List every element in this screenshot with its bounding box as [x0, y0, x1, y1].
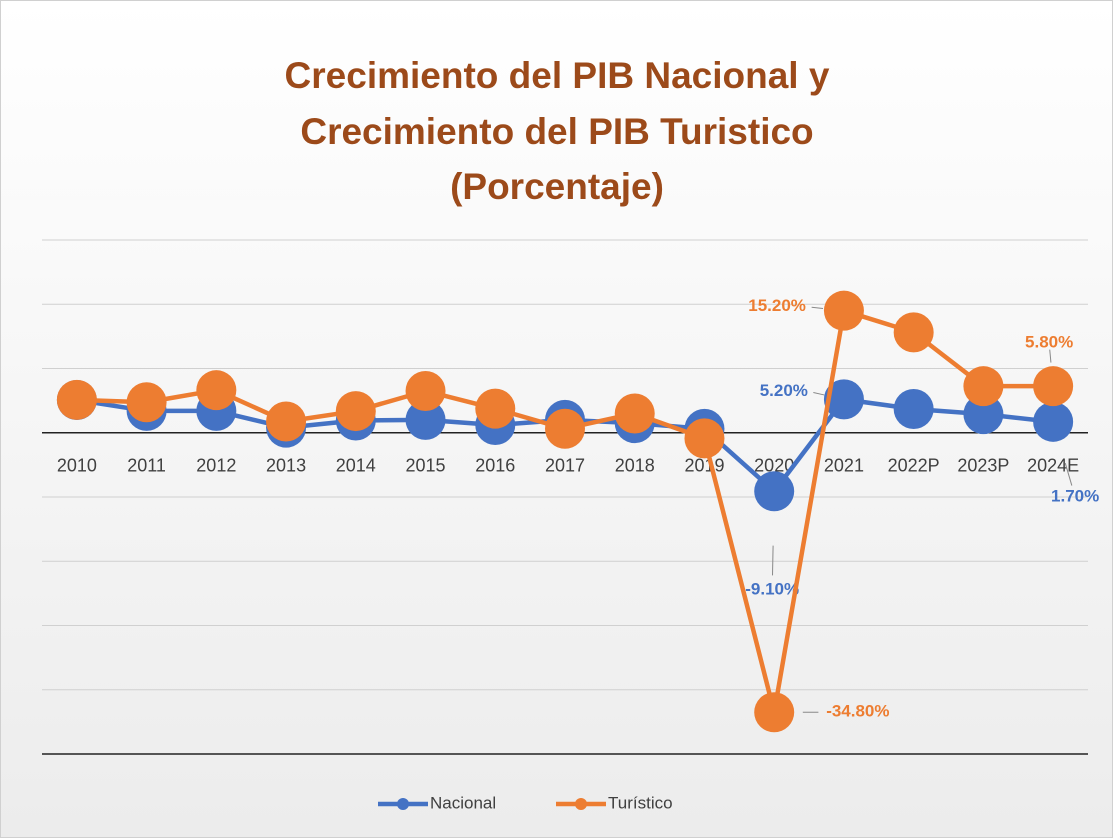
chart-title: Crecimiento del PIB Turistico	[300, 111, 813, 152]
x-tick-label: 2023P	[957, 456, 1009, 476]
x-tick-label: 2021	[824, 456, 864, 476]
marker	[1033, 366, 1074, 407]
marker	[963, 394, 1004, 435]
marker	[266, 401, 307, 442]
x-tick-label: 2013	[266, 456, 306, 476]
x-tick-label: 2022P	[888, 456, 940, 476]
x-tick-label: 2017	[545, 456, 585, 476]
value-label: 5.80%	[1025, 333, 1073, 352]
legend-label: Nacional	[430, 793, 496, 812]
x-tick-label: 2010	[57, 456, 97, 476]
value-label: 1.70%	[1051, 486, 1099, 505]
leader-line	[1049, 349, 1052, 363]
marker	[196, 370, 237, 411]
x-tick-label: 2012	[196, 456, 236, 476]
marker	[405, 370, 446, 411]
legend-label: Turístico	[608, 793, 673, 812]
marker	[893, 312, 934, 353]
x-tick-label: 2019	[684, 456, 724, 476]
x-tick-label: 2018	[615, 456, 655, 476]
x-tick-label: 2016	[475, 456, 515, 476]
marker	[56, 379, 97, 420]
marker	[823, 379, 864, 420]
x-tick-label: 2024E	[1027, 456, 1079, 476]
leader-line	[811, 306, 824, 309]
marker	[684, 418, 725, 459]
marker	[963, 366, 1004, 407]
value-label: -34.80%	[826, 702, 889, 721]
marker	[823, 290, 864, 331]
value-label: 15.20%	[748, 296, 806, 315]
marker	[405, 399, 446, 440]
leader-line	[772, 545, 774, 576]
legend-marker	[397, 798, 409, 810]
marker	[126, 382, 167, 423]
legend-marker	[575, 798, 587, 810]
marker	[754, 471, 795, 512]
marker	[614, 393, 655, 434]
marker	[335, 391, 376, 432]
chart-title: (Porcentaje)	[450, 166, 664, 207]
value-label: -9.10%	[745, 580, 799, 599]
marker	[754, 692, 795, 733]
x-tick-label: 2014	[336, 456, 376, 476]
x-tick-label: 2020	[754, 456, 794, 476]
leader-line	[813, 392, 825, 396]
marker	[1033, 401, 1074, 442]
x-tick-label: 2015	[406, 456, 446, 476]
marker	[545, 408, 585, 449]
value-label: 5.20%	[760, 381, 808, 400]
marker	[893, 388, 934, 429]
marker	[475, 388, 516, 429]
chart-title: Crecimiento del PIB Nacional y	[285, 55, 830, 96]
x-tick-label: 2011	[127, 456, 166, 476]
leader-line	[1064, 462, 1073, 486]
